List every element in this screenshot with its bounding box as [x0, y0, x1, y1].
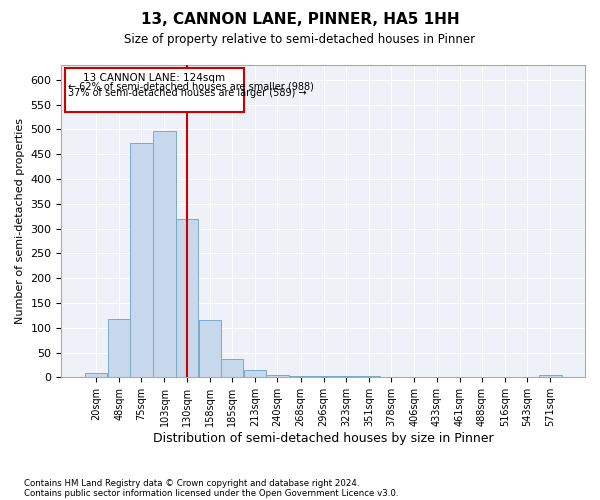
Bar: [221, 358, 243, 378]
Bar: [176, 218, 198, 378]
Bar: [539, 375, 562, 378]
Bar: [335, 376, 357, 378]
Bar: [199, 320, 221, 378]
Text: 13, CANNON LANE, PINNER, HA5 1HH: 13, CANNON LANE, PINNER, HA5 1HH: [140, 12, 460, 28]
Bar: [313, 376, 335, 378]
X-axis label: Distribution of semi-detached houses by size in Pinner: Distribution of semi-detached houses by …: [153, 432, 494, 445]
Y-axis label: Number of semi-detached properties: Number of semi-detached properties: [15, 118, 25, 324]
Bar: [244, 370, 266, 378]
Bar: [65, 68, 244, 112]
Bar: [85, 374, 107, 378]
Bar: [358, 376, 380, 378]
Bar: [289, 376, 312, 378]
Bar: [130, 143, 152, 378]
Bar: [108, 319, 130, 378]
Text: Size of property relative to semi-detached houses in Pinner: Size of property relative to semi-detach…: [124, 32, 476, 46]
Text: ← 62% of semi-detached houses are smaller (988): ← 62% of semi-detached houses are smalle…: [68, 82, 314, 92]
Text: 37% of semi-detached houses are larger (589) →: 37% of semi-detached houses are larger (…: [68, 88, 307, 99]
Text: Contains HM Land Registry data © Crown copyright and database right 2024.: Contains HM Land Registry data © Crown c…: [24, 478, 359, 488]
Text: 13 CANNON LANE: 124sqm: 13 CANNON LANE: 124sqm: [83, 74, 226, 84]
Bar: [266, 375, 289, 378]
Bar: [153, 131, 176, 378]
Text: Contains public sector information licensed under the Open Government Licence v3: Contains public sector information licen…: [24, 488, 398, 498]
